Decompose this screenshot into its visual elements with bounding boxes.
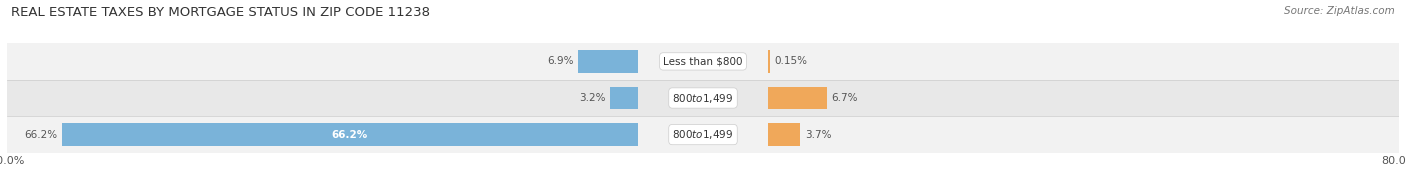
Text: $800 to $1,499: $800 to $1,499 [672, 128, 734, 141]
FancyBboxPatch shape [7, 80, 1399, 116]
Text: 3.2%: 3.2% [579, 93, 606, 103]
Bar [610, 87, 638, 109]
Text: 0.15%: 0.15% [773, 56, 807, 66]
Text: Less than $800: Less than $800 [664, 56, 742, 66]
Text: Source: ZipAtlas.com: Source: ZipAtlas.com [1284, 6, 1395, 16]
Text: 66.2%: 66.2% [24, 130, 58, 140]
FancyBboxPatch shape [7, 116, 1399, 153]
Text: $800 to $1,499: $800 to $1,499 [672, 92, 734, 104]
FancyBboxPatch shape [7, 43, 1399, 80]
Text: 6.9%: 6.9% [547, 56, 574, 66]
Text: 66.2%: 66.2% [332, 130, 368, 140]
Bar [768, 123, 800, 146]
Text: REAL ESTATE TAXES BY MORTGAGE STATUS IN ZIP CODE 11238: REAL ESTATE TAXES BY MORTGAGE STATUS IN … [11, 6, 430, 19]
Text: 6.7%: 6.7% [831, 93, 858, 103]
Bar [62, 123, 638, 146]
Text: 3.7%: 3.7% [804, 130, 831, 140]
Bar [578, 50, 638, 73]
Bar [768, 87, 827, 109]
